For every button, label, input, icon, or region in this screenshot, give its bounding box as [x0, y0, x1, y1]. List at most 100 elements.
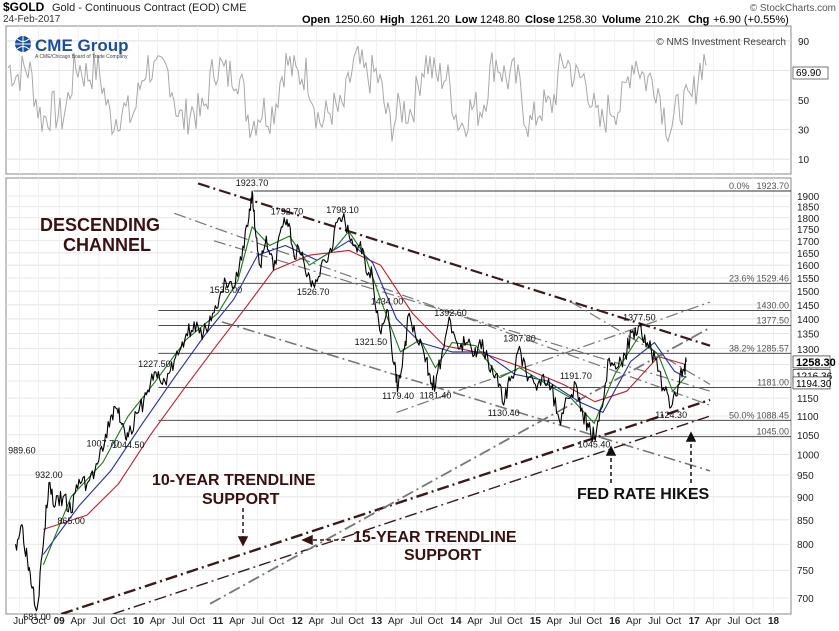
ten-year-arrow-head — [237, 536, 249, 547]
price-tick-label: 900 — [797, 493, 814, 504]
trendline — [209, 326, 711, 605]
price-tick-label: 800 — [797, 540, 814, 551]
time-tick-label: Apr — [626, 616, 642, 626]
trendline — [174, 212, 711, 406]
swing-label: 1792.70 — [271, 206, 304, 216]
price-tick-label: 1150 — [797, 394, 819, 405]
time-tick-label: Jul — [13, 616, 26, 626]
price-badge-box — [792, 355, 831, 369]
time-tick-label: 14 — [450, 616, 462, 626]
swing-label: 1535.00 — [210, 285, 243, 295]
open-value: 1250.60 — [335, 14, 375, 26]
swing-label: 1179.40 — [382, 391, 414, 401]
time-tick-label: Oct — [190, 616, 206, 626]
low-label: Low — [455, 14, 477, 26]
high-label: High — [380, 14, 405, 26]
level-pct-label: 0.0% — [729, 181, 750, 191]
high-value: 1261.20 — [410, 14, 450, 26]
time-tick-label: Apr — [547, 616, 563, 626]
trendline — [57, 398, 711, 614]
swing-label: 1798.10 — [326, 205, 359, 215]
time-tick-label: Apr — [229, 616, 245, 626]
price-badge-box — [792, 376, 831, 390]
close-value: 1258.30 — [557, 14, 597, 26]
price-tick-label: 1450 — [797, 301, 820, 312]
price-tick-label: 1400 — [797, 315, 820, 326]
price-tick-label: 1650 — [797, 249, 820, 260]
time-tick-label: Apr — [70, 616, 86, 626]
price-badge-value: 1194.30 — [796, 379, 832, 390]
chg-value: +6.90 (+0.55%) — [713, 14, 789, 26]
rsi-tick-label: 90 — [798, 37, 810, 48]
annotation-arrows — [237, 431, 697, 547]
level-value-label: 1430.00 — [756, 300, 789, 310]
time-tick-label: Jul — [410, 616, 423, 626]
level-pct-label: 23.6% — [729, 273, 755, 283]
swing-label: 1044.50 — [112, 440, 145, 450]
time-tick-label: Oct — [110, 616, 126, 626]
symbol-text: $GOLD — [3, 0, 45, 14]
price-panel-frame — [5, 177, 792, 615]
time-tick-label: Oct — [348, 616, 364, 626]
time-tick-label: 13 — [371, 616, 383, 626]
time-tick-label: Oct — [586, 616, 602, 626]
time-tick-label: Jul — [489, 616, 502, 626]
time-tick-label: Jul — [331, 616, 344, 626]
descending-channel-line2: CHANNEL — [63, 235, 151, 255]
time-tick-label: 09 — [54, 616, 66, 626]
trendline — [213, 240, 711, 392]
rsi-badge-box — [792, 66, 829, 80]
price-line — [14, 190, 687, 612]
price-tick-label: 1900 — [797, 192, 820, 203]
price-tick-label: 1700 — [797, 237, 820, 248]
credit-text: © NMS Investment Research — [656, 37, 786, 48]
level-value-label: 1181.00 — [757, 377, 789, 387]
level-value-label: 1285.57 — [756, 343, 789, 353]
rsi-axis: 9070503010 — [798, 37, 810, 166]
chg-label: Chg — [688, 14, 709, 26]
ten-year-line1: 10-YEAR TRENDLINE — [152, 472, 316, 489]
watermark-text: © StockCharts.com — [750, 3, 836, 14]
logo-wordmark: CME Group — [35, 36, 129, 55]
level-value-label: 1529.46 — [756, 273, 789, 283]
time-tick-label: Jul — [251, 616, 264, 626]
time-tick-label: 18 — [768, 616, 780, 626]
level-value-label: 1377.50 — [756, 315, 789, 325]
swing-label: 1045.40 — [578, 440, 611, 450]
price-badges: 1258.301216.361194.30 — [792, 355, 836, 390]
rsi-tick-label: 10 — [798, 155, 810, 166]
ten-year-line2: SUPPORT — [202, 491, 280, 508]
level-pct-label: 50.0% — [729, 410, 755, 420]
annotations: DESCENDING CHANNEL 10-YEAR TRENDLINE SUP… — [40, 215, 709, 564]
swing-label: 1307.80 — [503, 333, 536, 343]
level-value-label: 1088.45 — [756, 410, 789, 420]
price-tick-label: 700 — [797, 594, 814, 605]
swing-label: 1321.50 — [355, 337, 388, 347]
price-tick-label: 750 — [797, 566, 814, 577]
swing-label: 681.00 — [23, 612, 51, 622]
trendline — [197, 182, 711, 347]
time-tick-label: Oct — [428, 616, 444, 626]
time-tick-label: Oct — [507, 616, 523, 626]
time-tick-label: Jul — [172, 616, 185, 626]
fed-arrow-left-head — [605, 445, 617, 456]
trendline — [221, 321, 711, 472]
volume-label: Volume — [602, 14, 641, 26]
price-tick-label: 1050 — [797, 431, 820, 442]
time-tick-label: Oct — [31, 616, 47, 626]
price-tick-label: 1000 — [797, 450, 820, 461]
swing-label: 989.60 — [8, 446, 36, 456]
price-series — [14, 190, 687, 612]
price-grid — [6, 178, 791, 614]
swing-label: 1434.00 — [371, 296, 404, 306]
swing-label: 1130.40 — [488, 408, 520, 418]
price-tick-label: 1100 — [797, 412, 819, 423]
globe-lines — [15, 36, 31, 52]
time-tick-label: 12 — [292, 616, 304, 626]
price-tick-label: 1850 — [797, 203, 820, 214]
level-value-label: 1923.70 — [756, 181, 789, 191]
low-value: 1248.80 — [480, 14, 520, 26]
